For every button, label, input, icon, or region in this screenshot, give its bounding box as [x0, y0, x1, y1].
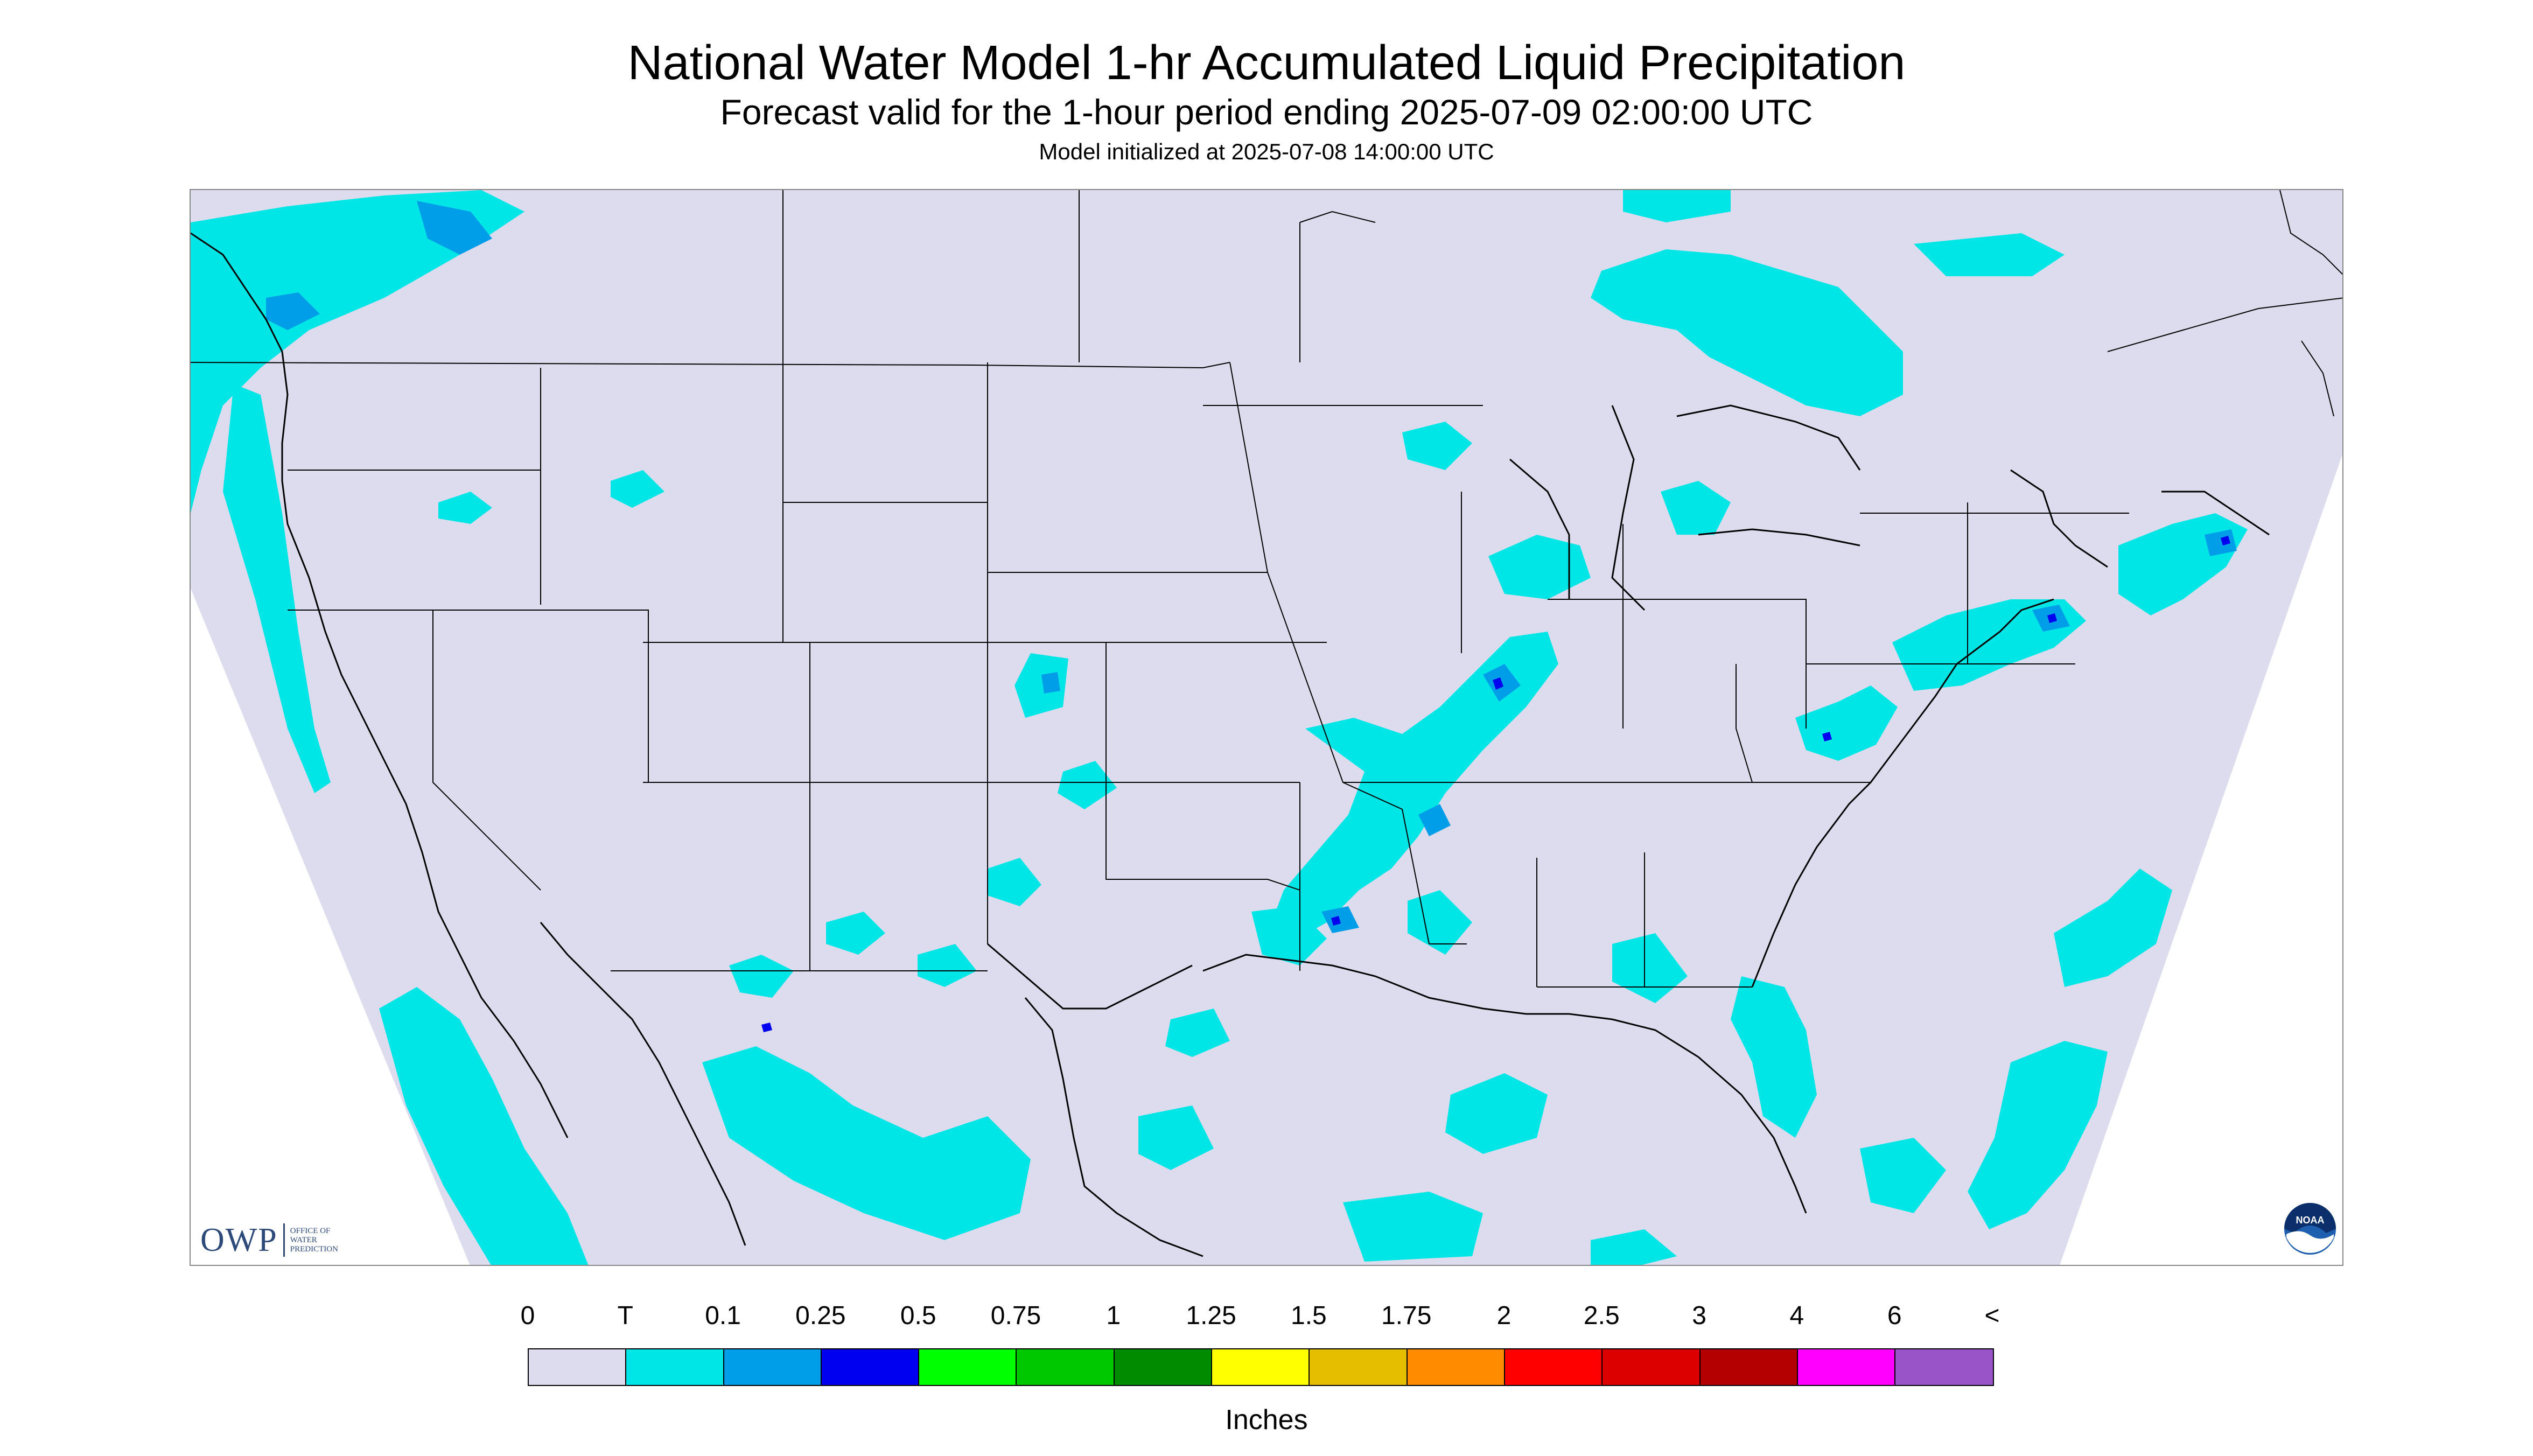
legend-label: 0 — [520, 1301, 535, 1330]
state-boundaries — [191, 190, 2129, 988]
owp-logo: OWP OFFICE OF WATER PREDICTION — [200, 1221, 338, 1259]
map-subtitle: Forecast valid for the 1-hour period end… — [720, 92, 1813, 132]
legend-swatch — [626, 1349, 724, 1385]
legend-label: 2 — [1496, 1301, 1512, 1330]
coastlines — [191, 232, 2270, 1257]
legend-label: T — [617, 1301, 633, 1330]
legend-swatch — [1603, 1349, 1701, 1385]
legend-swatch — [1407, 1349, 1505, 1385]
precip-light-areas — [266, 201, 2237, 933]
legend-swatch — [919, 1349, 1017, 1385]
legend-label: 2.5 — [1583, 1301, 1620, 1330]
legend-label: 1.25 — [1186, 1301, 1236, 1330]
legend-color-bar — [528, 1348, 1995, 1386]
legend-label: 1.75 — [1381, 1301, 1432, 1330]
owp-line1: OFFICE OF — [290, 1226, 331, 1235]
owp-abbr: OWP — [200, 1221, 278, 1258]
legend-swatch — [1017, 1349, 1115, 1385]
legend-swatch — [1797, 1349, 1896, 1385]
model-init-time: Model initialized at 2025-07-08 14:00:00… — [1039, 139, 1494, 164]
precip-moderate-areas — [761, 536, 2230, 1032]
legend-label: 0.25 — [795, 1301, 846, 1330]
legend-swatch — [821, 1349, 920, 1385]
legend-label: 0.1 — [705, 1301, 741, 1330]
legend-label: 3 — [1692, 1301, 1706, 1330]
legend-label: < — [1984, 1301, 2000, 1330]
precip-trace-areas — [191, 190, 2248, 1265]
map-canvas — [191, 190, 2342, 1265]
legend-swatch — [1212, 1349, 1310, 1385]
owp-divider — [283, 1223, 285, 1257]
owp-line2: WATER — [290, 1235, 317, 1244]
legend-label: 6 — [1887, 1301, 1902, 1330]
legend-swatch — [1114, 1349, 1213, 1385]
model-domain — [191, 190, 2342, 1265]
outside-right — [2060, 454, 2342, 1265]
map-title: National Water Model 1-hr Accumulated Li… — [627, 36, 1906, 90]
legend-swatch — [1310, 1349, 1408, 1385]
noaa-logo-icon: NOAA — [2284, 1203, 2336, 1255]
owp-line3: PREDICTION — [290, 1244, 338, 1254]
legend-swatch — [529, 1349, 627, 1385]
legend-swatch — [1700, 1349, 1798, 1385]
legend-label: 1 — [1106, 1301, 1121, 1330]
legend-label: 4 — [1789, 1301, 1804, 1330]
legend-swatch — [1895, 1349, 1993, 1385]
legend-label: 0.5 — [900, 1301, 936, 1330]
legend-label: 1.5 — [1291, 1301, 1327, 1330]
owp-name: OFFICE OF WATER PREDICTION — [290, 1227, 338, 1254]
legend-swatch — [1505, 1349, 1603, 1385]
legend-units: Inches — [1225, 1404, 1308, 1436]
precipitation-map — [190, 189, 2343, 1266]
legend-swatch — [724, 1349, 822, 1385]
canada-lakes — [1299, 190, 2342, 417]
legend-label: 0.75 — [990, 1301, 1041, 1330]
noaa-text: NOAA — [2296, 1215, 2325, 1226]
legend-labels: 0 T 0.1 0.25 0.5 0.75 1 1.25 1.5 1.75 2 2.5 3 4 6 < — [521, 1300, 2009, 1338]
